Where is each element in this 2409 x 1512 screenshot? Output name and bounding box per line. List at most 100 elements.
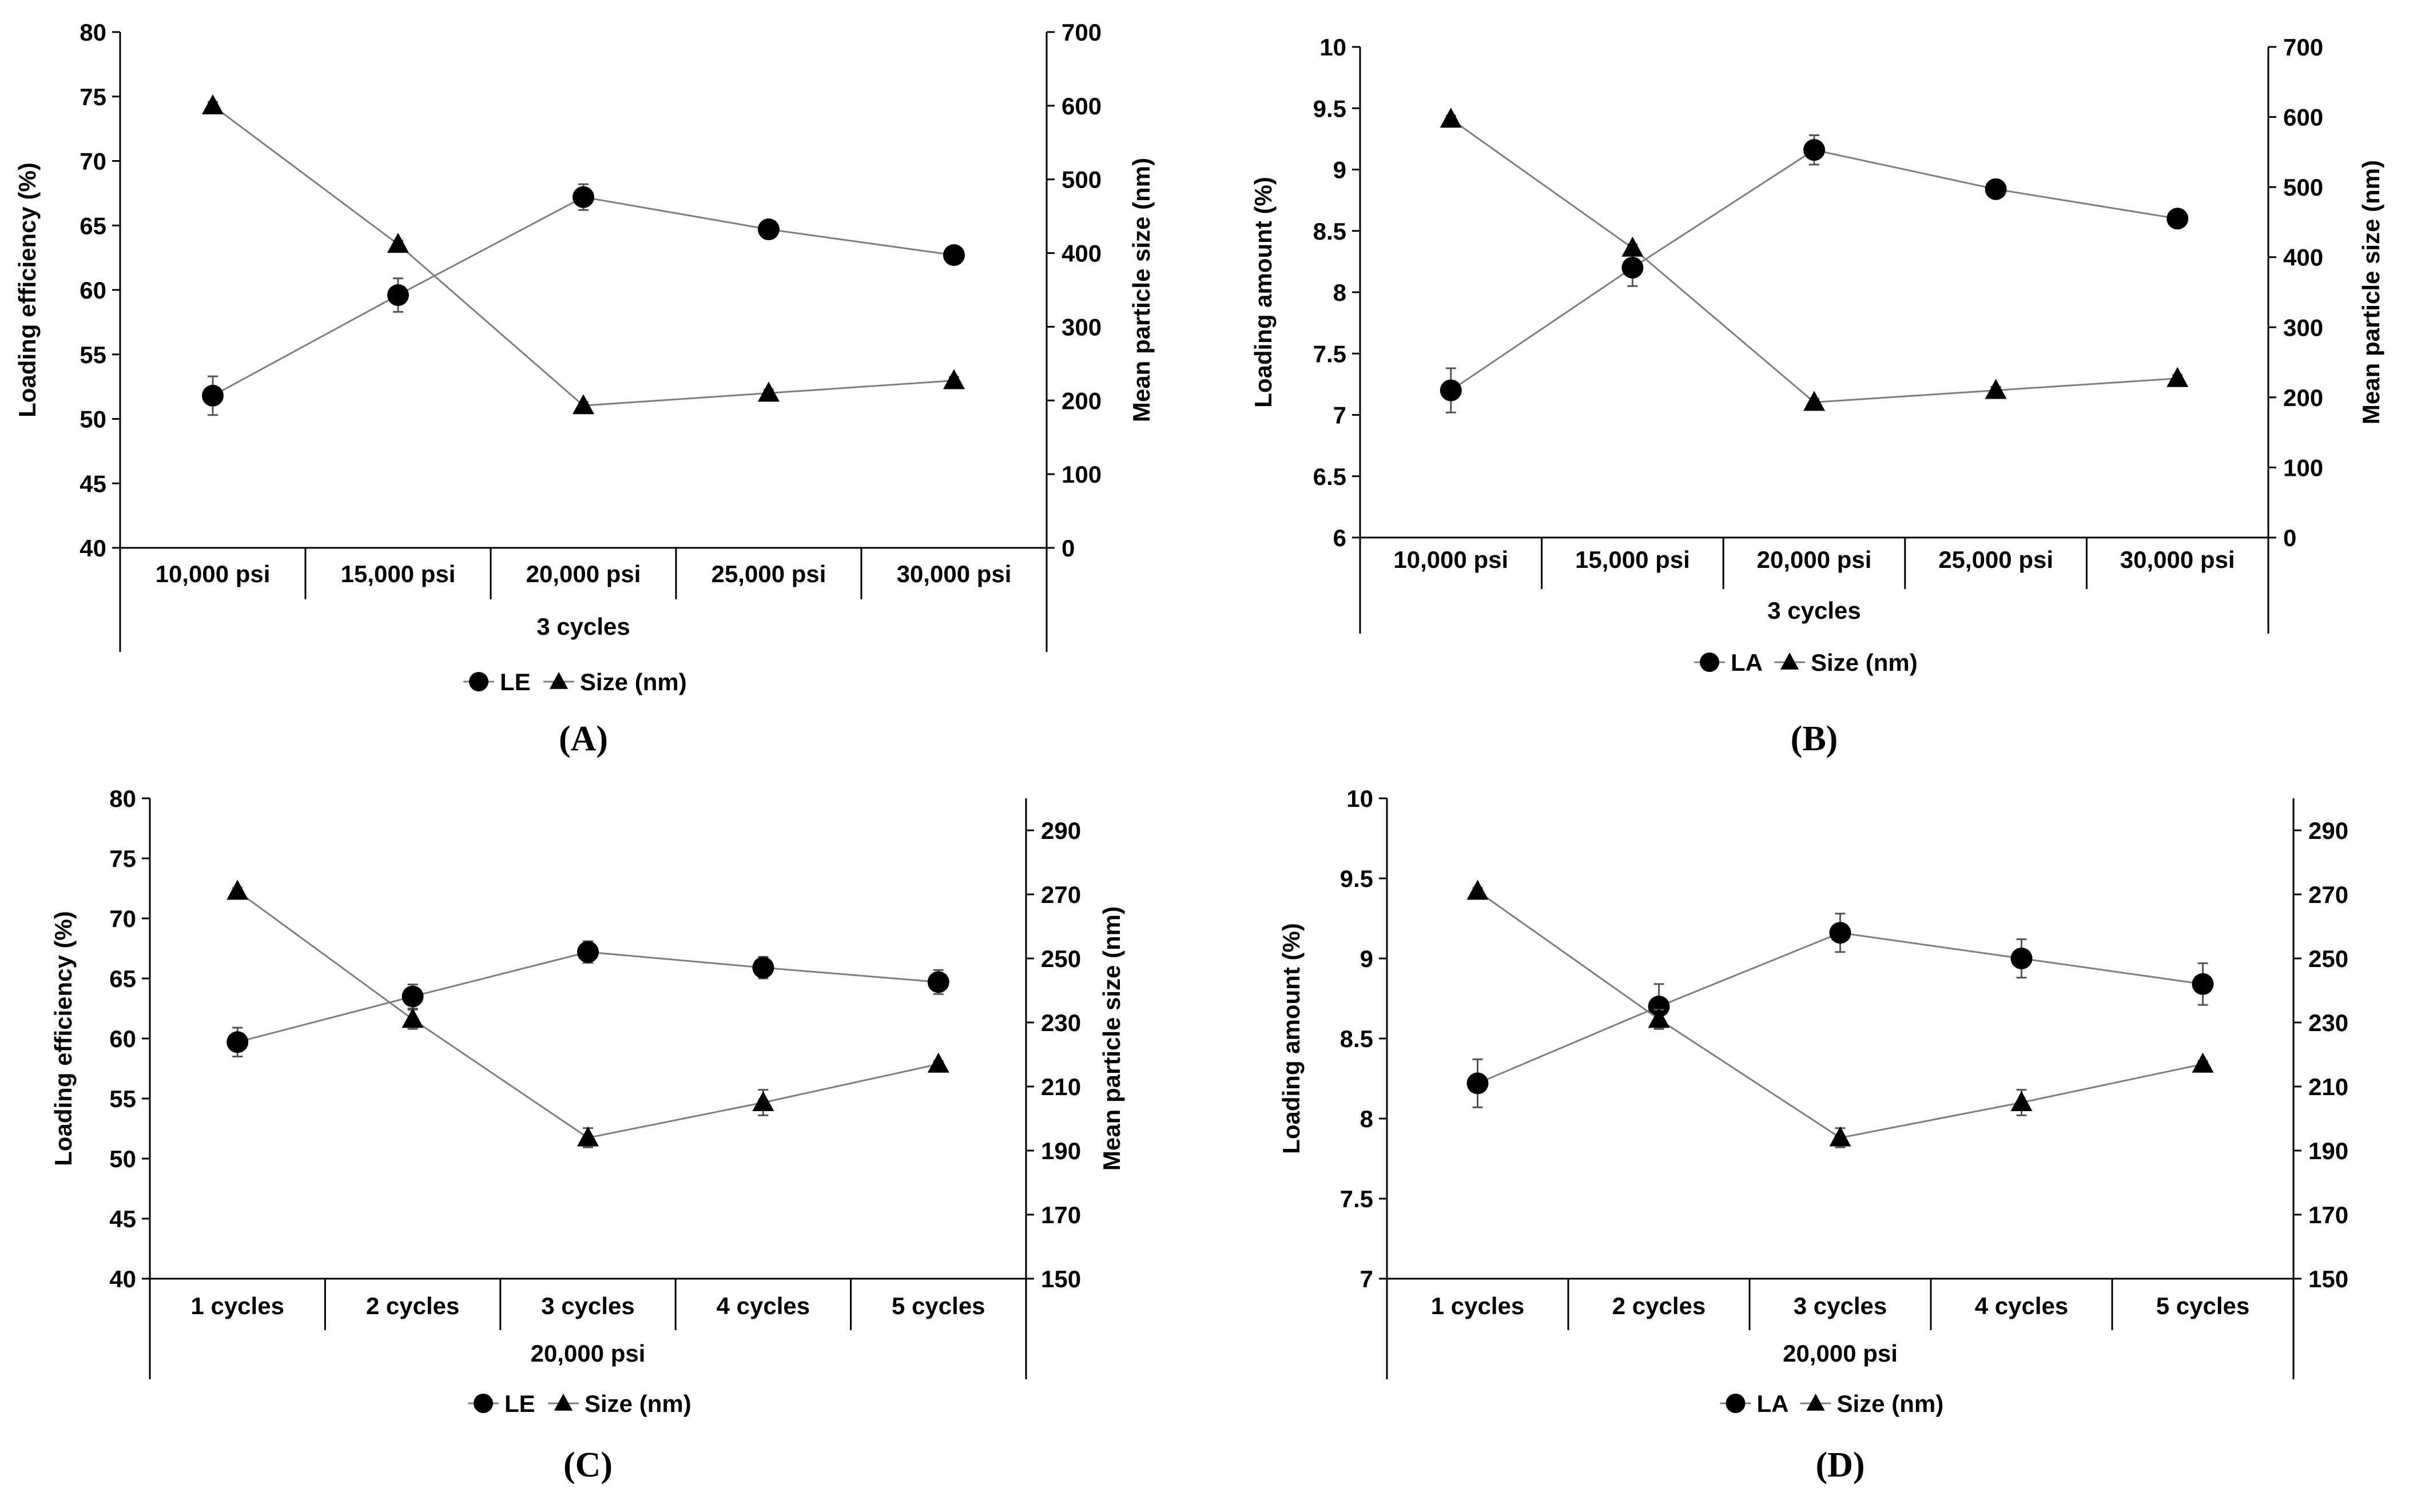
data-point-triangle	[1985, 379, 2007, 399]
data-point-triangle	[1829, 1126, 1851, 1147]
legend: LA Size (nm)	[1720, 1390, 1944, 1417]
left-tick-label: 40	[79, 535, 106, 562]
left-tick-label: 70	[79, 148, 106, 175]
legend-label: LA	[1757, 1390, 1789, 1417]
left-axis-title: Loading amount (%)	[1250, 177, 1277, 408]
left-tick-label: 7	[1333, 402, 1346, 429]
right-tick-label: 290	[1041, 817, 1081, 844]
right-tick-label: 250	[1041, 945, 1081, 972]
x-tick-label: 2 cycles	[366, 1292, 460, 1319]
left-axis-title: Loading efficiency (%)	[50, 911, 77, 1166]
right-tick-label: 200	[1062, 387, 1102, 414]
legend-label: Size (nm)	[585, 1390, 691, 1417]
series-line-size-nm	[212, 105, 955, 407]
data-point-triangle	[387, 233, 409, 253]
right-axis-title: Mean particle size (nm)	[1098, 906, 1125, 1171]
data-point-triangle	[752, 1091, 774, 1111]
x-tick-label: 4 cycles	[717, 1292, 810, 1319]
right-tick-label: 600	[1062, 93, 1102, 120]
right-tick-label: 290	[2308, 817, 2348, 844]
left-axis-title: Loading amount (%)	[1278, 923, 1305, 1154]
x-tick-label: 30,000 psi	[2120, 546, 2235, 573]
x-group-label: 3 cycles	[536, 613, 630, 640]
legend-label: Size (nm)	[580, 669, 687, 695]
data-point-triangle	[1440, 108, 1462, 128]
data-point-triangle	[1621, 236, 1644, 257]
x-group-label: 3 cycles	[1767, 597, 1861, 624]
data-point-circle	[577, 941, 599, 963]
left-tick-label: 6.5	[1313, 463, 1346, 490]
right-tick-label: 0	[1062, 535, 1075, 562]
left-tick-label: 10	[1319, 34, 1346, 61]
right-tick-label: 300	[1062, 313, 1102, 340]
data-point-circle	[2192, 973, 2214, 995]
legend-triangle-marker	[1780, 652, 1799, 670]
data-point-circle	[1803, 139, 1825, 161]
left-tick-label: 8	[1333, 279, 1346, 306]
data-point-triangle	[402, 1008, 424, 1028]
legend-label: Size (nm)	[1837, 1390, 1944, 1417]
x-tick-label: 15,000 psi	[1575, 546, 1690, 573]
right-tick-label: 170	[2308, 1201, 2348, 1228]
legend-label: Size (nm)	[1811, 649, 1918, 676]
left-tick-label: 8.5	[1340, 1025, 1373, 1052]
panel-label: (C)	[563, 1446, 613, 1485]
data-point-triangle	[758, 381, 780, 402]
left-tick-label: 70	[109, 905, 136, 932]
x-tick-label: 10,000 psi	[1393, 546, 1508, 573]
legend-circle-marker	[469, 672, 488, 691]
right-tick-label: 190	[1041, 1137, 1081, 1164]
data-point-triangle	[2010, 1091, 2033, 1111]
chart-panel-d: 7 7.5 8 8.5 9 9.5 10 150 170 190 210 230 250 270 290 1 …	[1278, 785, 2348, 1485]
chart-panel-a: 40 45 50 55 60 65 70 75 80 0 100 200 300 400 500 600 700…	[14, 19, 1155, 758]
data-point-circle	[1621, 257, 1644, 279]
panel-label: (D)	[1815, 1446, 1865, 1485]
right-tick-label: 150	[1041, 1266, 1081, 1292]
data-point-circle	[402, 985, 424, 1008]
right-tick-label: 210	[2308, 1073, 2348, 1100]
data-point-circle	[1648, 996, 1670, 1017]
data-point-triangle	[573, 394, 594, 415]
right-tick-label: 170	[1041, 1201, 1081, 1228]
right-tick-label: 100	[1062, 461, 1102, 488]
left-tick-label: 45	[109, 1205, 136, 1232]
left-tick-label: 7	[1360, 1266, 1373, 1292]
legend-circle-marker	[1700, 652, 1719, 672]
left-tick-label: 10	[1346, 785, 1373, 812]
x-tick-label: 2 cycles	[1612, 1292, 1706, 1319]
right-tick-label: 700	[1062, 19, 1102, 46]
data-point-circle	[943, 244, 965, 266]
left-tick-label: 9.5	[1313, 95, 1346, 122]
left-tick-label: 65	[109, 965, 136, 992]
right-tick-label: 270	[1041, 881, 1081, 908]
data-point-circle	[573, 186, 594, 208]
data-point-triangle	[1648, 1008, 1670, 1028]
left-tick-label: 60	[79, 277, 106, 304]
right-tick-label: 300	[2283, 314, 2323, 341]
x-tick-label: 3 cycles	[1794, 1292, 1887, 1319]
series-line-la	[1477, 932, 2203, 1084]
left-tick-label: 7.5	[1313, 340, 1346, 367]
left-tick-label: 75	[109, 845, 136, 872]
x-group-label: 20,000 psi	[531, 1340, 646, 1367]
legend-triangle-marker	[1806, 1394, 1825, 1411]
panel-label: (B)	[1791, 719, 1838, 758]
data-point-circle	[1440, 379, 1462, 401]
data-point-circle	[1829, 922, 1851, 944]
right-tick-label: 230	[2308, 1009, 2348, 1036]
x-tick-label: 10,000 psi	[156, 560, 271, 587]
left-tick-label: 60	[109, 1025, 136, 1052]
left-tick-label: 9	[1360, 945, 1373, 972]
right-tick-label: 150	[2308, 1266, 2348, 1292]
legend: LE Size (nm)	[468, 1390, 691, 1417]
x-tick-label: 1 cycles	[190, 1292, 284, 1319]
data-point-circle	[1985, 178, 2007, 200]
x-tick-label: 1 cycles	[1431, 1292, 1525, 1319]
right-tick-label: 100	[2283, 454, 2323, 481]
right-tick-label: 200	[2283, 384, 2323, 411]
legend-circle-marker	[474, 1394, 493, 1413]
left-tick-label: 80	[79, 19, 106, 46]
right-tick-label: 500	[1062, 166, 1102, 193]
left-tick-label: 40	[109, 1266, 136, 1292]
